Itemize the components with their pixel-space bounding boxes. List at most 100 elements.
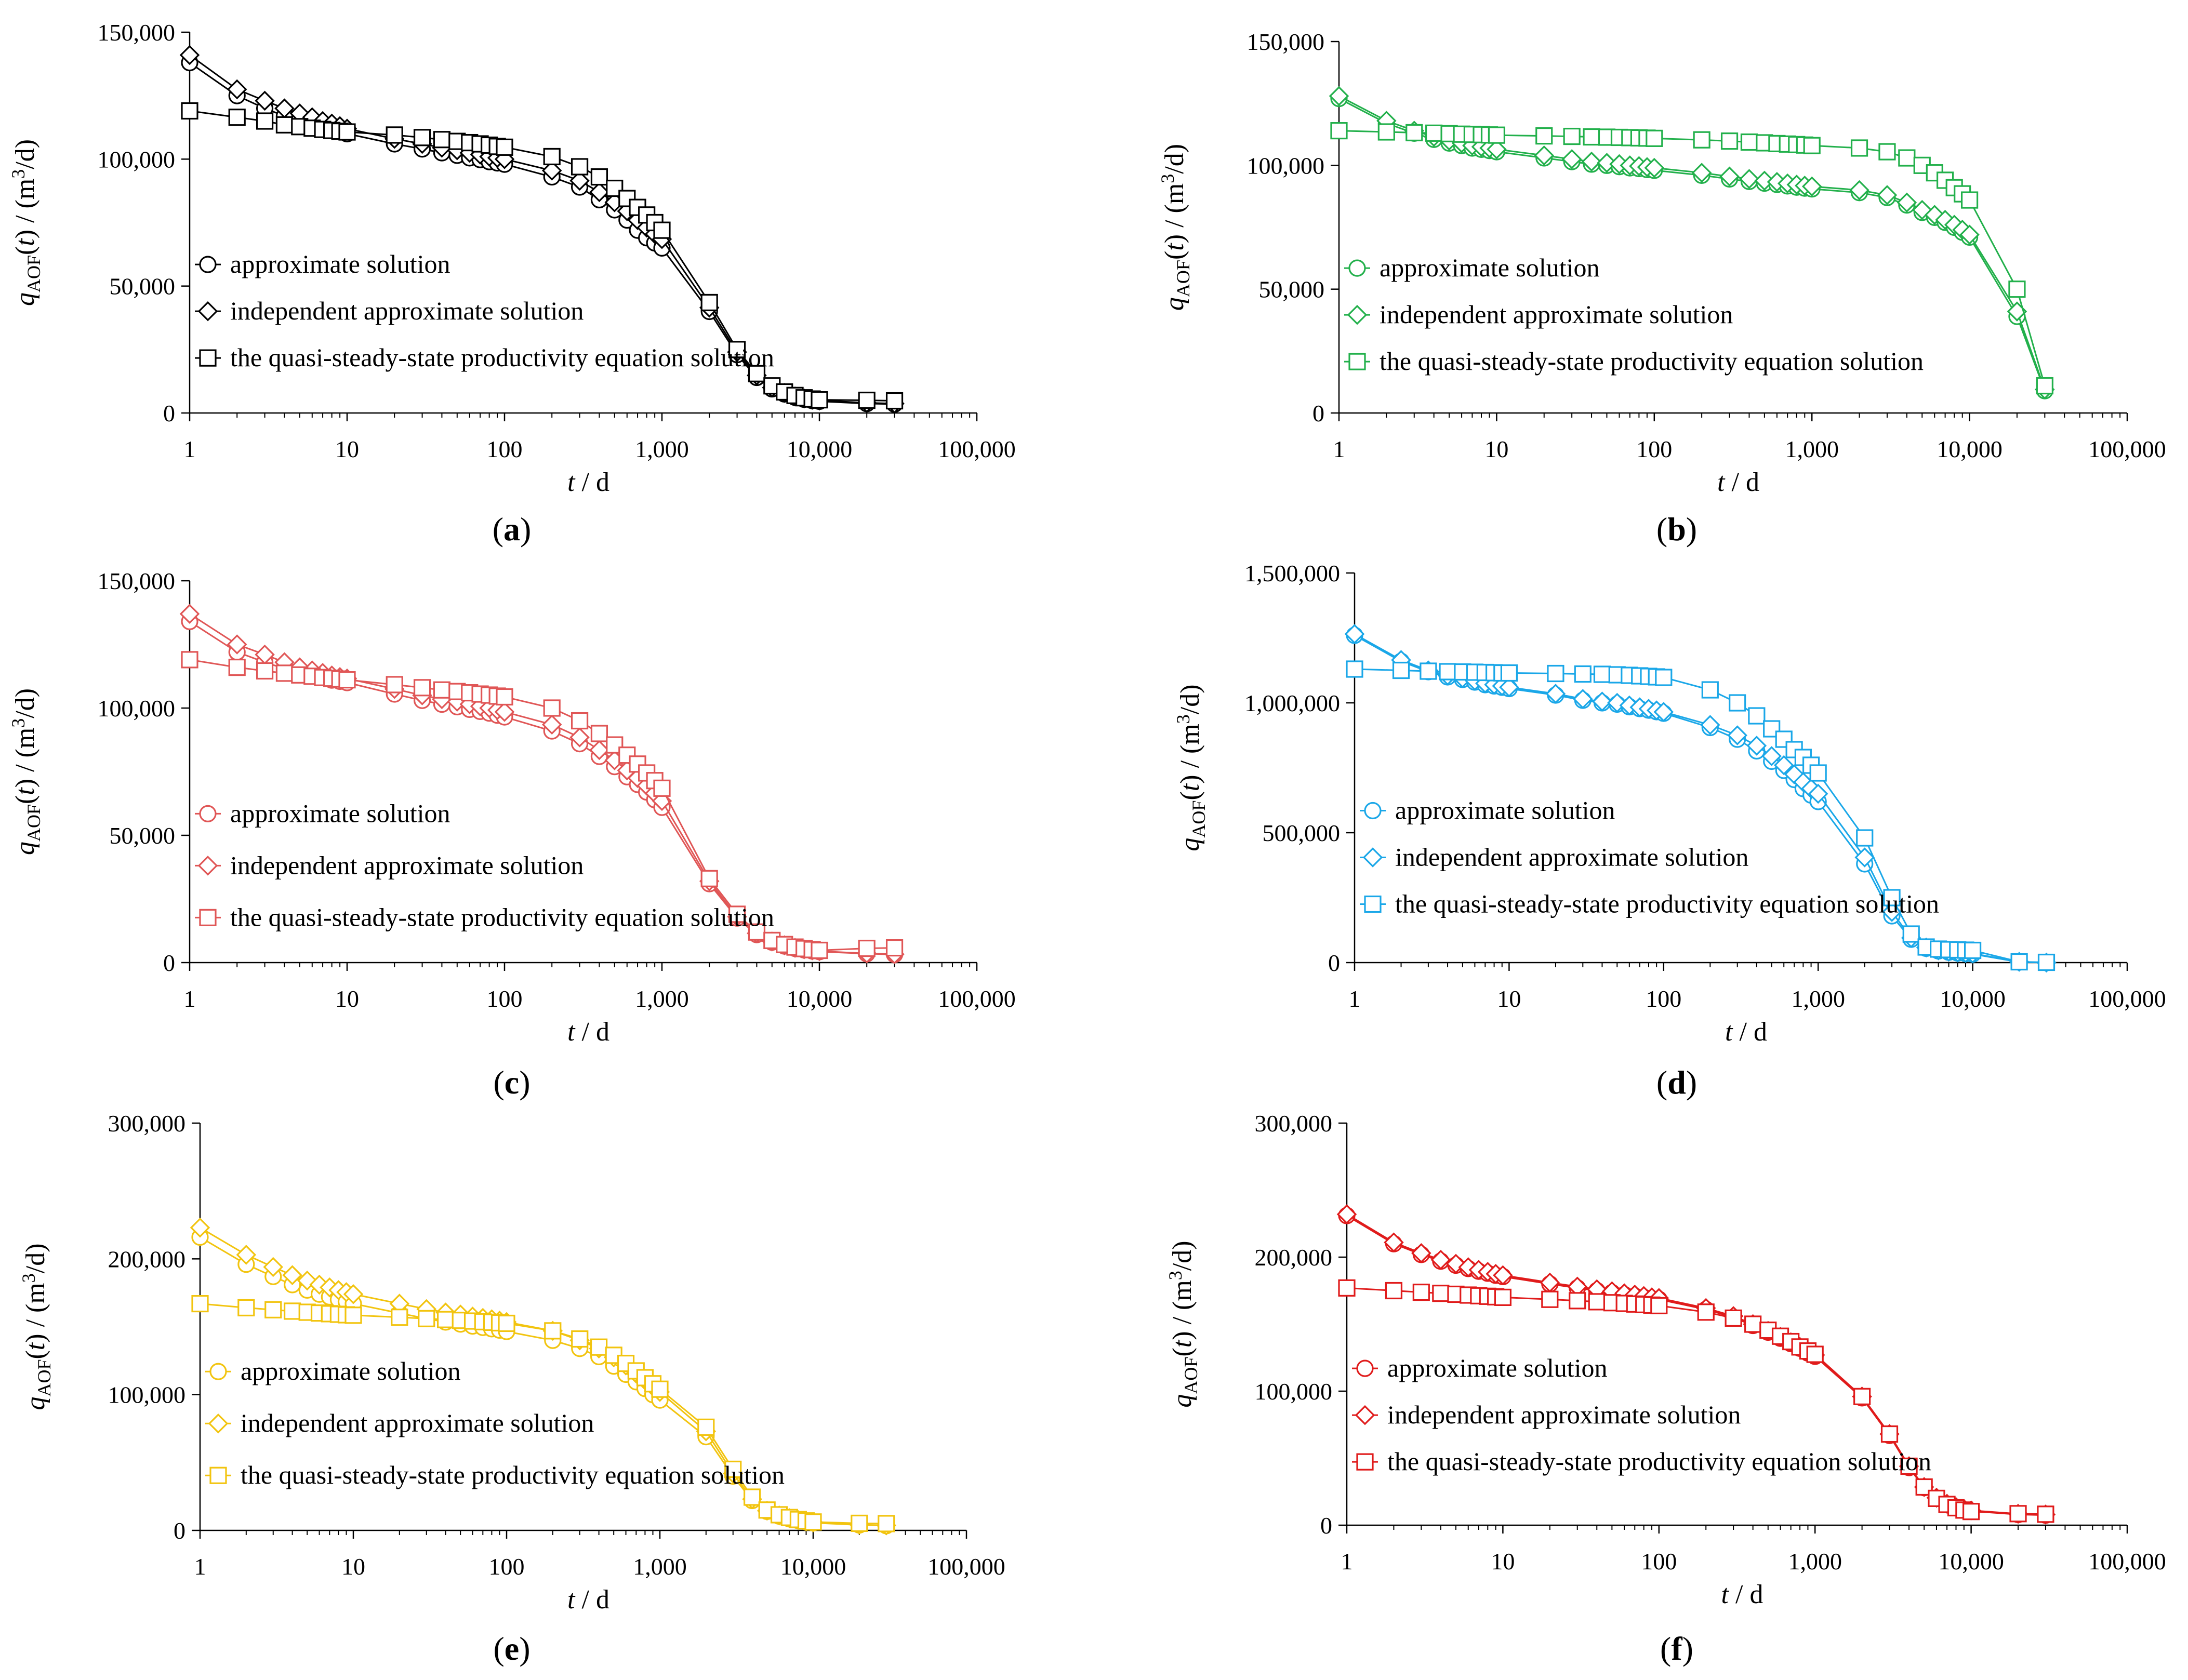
panel-label-open: ( — [1656, 1064, 1667, 1101]
data-point — [1405, 124, 1423, 142]
legend-marker — [1364, 895, 1382, 913]
panel-label-letter: e — [505, 1630, 519, 1667]
y-axis-label: qAOF(t) / (m3/d) — [1173, 684, 1209, 851]
panel-label: (f) — [1660, 1630, 1693, 1667]
data-point — [1569, 1292, 1586, 1310]
data-point — [1697, 1303, 1715, 1321]
legend-label: approximate solution — [230, 249, 450, 278]
x-tick-label: 10,000 — [787, 985, 853, 1012]
legend-entry: the quasi-steady-state productivity equa… — [1344, 346, 1924, 376]
y-tick-label: 100,000 — [1255, 1378, 1333, 1405]
data-point — [544, 1322, 562, 1340]
y-axis-label-mid: ( — [1160, 251, 1189, 260]
y-tick-label: 0 — [163, 400, 175, 426]
y-axis-label-t: t — [1160, 243, 1189, 251]
legend-label: the quasi-steady-state productivity equa… — [1380, 346, 1924, 376]
data-point — [1653, 702, 1674, 722]
y-tick-label: 200,000 — [1255, 1244, 1333, 1271]
data-point — [1534, 145, 1554, 166]
y-axis-label: qAOF(t) / (m3/d) — [8, 688, 44, 855]
series-diamond — [1329, 86, 2055, 399]
x-axis-label-unit: / d — [575, 1017, 609, 1047]
x-tick-label: 10 — [335, 985, 359, 1012]
chart-panel-e: 1 10 100 1,000 10,000 100,000 0 100,000 200,000 3… — [18, 1110, 1005, 1667]
data-point — [1850, 139, 1868, 157]
data-point — [2036, 377, 2053, 395]
data-point — [1377, 123, 1395, 141]
data-point — [1563, 127, 1581, 145]
y-tick-label: 100,000 — [108, 1382, 186, 1408]
data-point — [1900, 1457, 1918, 1475]
panel-label-open: ( — [493, 1630, 504, 1667]
data-point — [2037, 953, 2056, 971]
panel-label-close: ) — [1682, 1630, 1693, 1667]
data-point — [543, 148, 561, 166]
x-axis-label-var: t — [567, 1017, 576, 1047]
data-point — [255, 90, 275, 111]
data-point — [1344, 624, 1365, 644]
legend-label: independent approximate solution — [230, 296, 584, 325]
data-point — [653, 779, 671, 797]
x-tick-label: 1,000 — [633, 1553, 687, 1580]
data-point — [1425, 124, 1443, 142]
data-point — [653, 221, 671, 239]
legend-marker — [199, 349, 217, 367]
legend-marker — [209, 1466, 227, 1484]
panel-label-open: ( — [493, 1064, 504, 1101]
y-axis-label-sub: AOF — [23, 804, 44, 842]
data-point — [885, 392, 904, 410]
y-axis-label-t: t — [10, 238, 40, 246]
data-point — [2010, 953, 2028, 971]
data-point — [1499, 677, 1519, 698]
y-tick-label: 0 — [174, 1517, 185, 1544]
x-tick-label: 10 — [1497, 985, 1521, 1012]
data-point — [1650, 1297, 1668, 1314]
data-point — [1964, 941, 1982, 959]
x-tick-label: 10,000 — [1937, 436, 2003, 462]
chart-panel-b: 1 10 100 1,000 10,000 100,000 0 50,000 100,000 15… — [1157, 29, 2166, 548]
data-point — [1898, 149, 1916, 167]
data-point — [1411, 1243, 1431, 1263]
data-point — [264, 1301, 282, 1318]
y-axis-label-t: t — [1168, 1339, 1197, 1348]
legend-entry: the quasi-steady-state productivity equa… — [1352, 1447, 1931, 1476]
data-point — [1880, 1425, 1899, 1443]
data-point — [1740, 133, 1758, 151]
x-axis-label-var: t — [567, 1585, 576, 1615]
x-axis-label: t / d — [567, 468, 609, 497]
legend-label: the quasi-steady-state productivity equa… — [230, 343, 774, 372]
chart-panel-a: 1 10 100 1,000 10,000 100,000 0 50,000 100,000 15… — [8, 19, 1016, 548]
data-point — [1535, 127, 1553, 145]
x-axis-label-unit: / d — [1729, 1580, 1763, 1609]
data-point — [1729, 694, 1746, 712]
data-point — [1330, 122, 1348, 140]
x-axis-label: t / d — [1721, 1580, 1763, 1609]
data-point — [748, 923, 766, 941]
data-point — [1809, 764, 1827, 782]
legend-marker — [1348, 353, 1366, 370]
x-axis-label-unit: / d — [575, 468, 609, 497]
data-point — [227, 634, 247, 655]
data-point — [1493, 1265, 1513, 1286]
legend-marker — [1362, 847, 1383, 868]
data-point — [744, 1488, 761, 1506]
y-axis-label-q: q — [10, 842, 40, 855]
data-point — [338, 671, 356, 689]
data-point — [1545, 684, 1566, 704]
y-axis-label-t: t — [10, 787, 40, 795]
x-axis-label-var: t — [1717, 468, 1726, 497]
data-point — [571, 1330, 589, 1348]
y-tick-label: 0 — [1328, 950, 1340, 976]
data-point — [344, 1306, 362, 1324]
series-square — [1330, 122, 2053, 395]
data-point — [858, 939, 876, 957]
x-axis-label-unit: / d — [1725, 468, 1759, 497]
y-tick-label: 150,000 — [1247, 29, 1325, 55]
data-point — [433, 131, 451, 149]
data-point — [228, 658, 246, 676]
data-point — [227, 79, 247, 100]
data-point — [590, 168, 608, 186]
y-axis-label-t: t — [1175, 783, 1205, 791]
x-tick-label: 1 — [1333, 436, 1345, 462]
data-point — [1385, 1282, 1403, 1300]
